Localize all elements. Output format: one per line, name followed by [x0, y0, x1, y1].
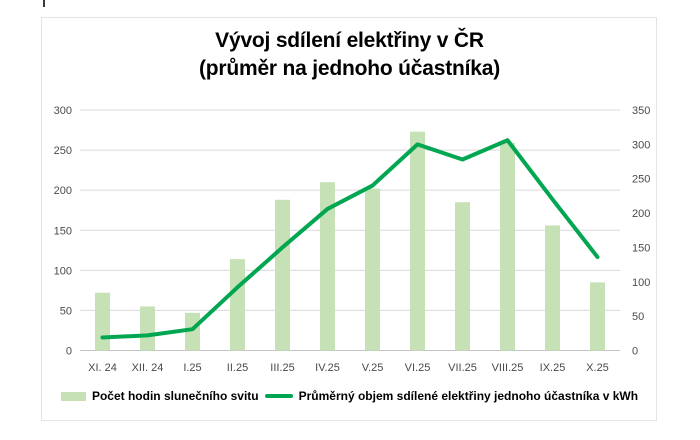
- left-axis-tick-label: 0: [66, 346, 72, 358]
- text-cursor-artifact: [43, 0, 45, 7]
- right-axis-tick-label: 300: [632, 139, 650, 151]
- x-axis-category-label: III.25: [270, 362, 294, 374]
- x-axis-category-label: II.25: [227, 362, 248, 374]
- left-axis-tick-label: 50: [60, 305, 72, 317]
- trend-line: [100, 138, 600, 340]
- left-axis-tick-label: 150: [54, 225, 72, 237]
- bar: [230, 259, 245, 351]
- bar: [320, 182, 335, 351]
- x-axis-category-label: VIII.25: [492, 362, 524, 374]
- bar: [185, 312, 200, 351]
- bar: [500, 142, 515, 351]
- right-axis-tick-label: 200: [632, 208, 650, 220]
- bar: [410, 131, 425, 351]
- legend-line-swatch-icon: [264, 394, 293, 398]
- legend-label-sunshine-hours: Počet hodin slunečního svitu: [91, 389, 259, 403]
- x-axis-category-label: VI.25: [405, 362, 431, 374]
- right-axis-tick-label: 0: [632, 346, 638, 358]
- x-axis-category-label: X.25: [586, 362, 609, 374]
- chart-title: Vývoj sdílení elektřiny v ČR (průměr na …: [41, 27, 658, 83]
- x-axis-category-label: XII. 24: [132, 362, 164, 374]
- x-axis-category-label: VII.25: [448, 362, 477, 374]
- legend-item-shared-energy: Průměrný objem sdílené elektřiny jednoho…: [264, 389, 639, 403]
- bar: [455, 202, 470, 351]
- bar: [140, 306, 155, 351]
- left-axis-tick-label: 200: [54, 185, 72, 197]
- chart-legend: Počet hodin slunečního svitu Průměrný ob…: [41, 387, 658, 405]
- chart-title-line1: Vývoj sdílení elektřiny v ČR: [215, 29, 484, 52]
- right-axis-tick-label: 50: [632, 311, 644, 323]
- x-axis-category-label: IX.25: [540, 362, 566, 374]
- legend-label-shared-energy: Průměrný objem sdílené elektřiny jednoho…: [298, 389, 639, 403]
- bar: [275, 199, 290, 351]
- left-axis-tick-label: 100: [54, 265, 72, 277]
- chart-frame: [41, 17, 657, 421]
- legend-item-sunshine-hours: Počet hodin slunečního svitu: [60, 389, 259, 403]
- bar: [95, 292, 110, 351]
- right-axis-tick-label: 350: [632, 105, 650, 117]
- bar: [365, 188, 380, 351]
- x-axis-category-label: XI. 24: [88, 362, 117, 374]
- bar: [545, 225, 560, 351]
- x-axis-category-label: IV.25: [315, 362, 340, 374]
- left-axis-tick-label: 250: [54, 145, 72, 157]
- left-axis-tick-label: 300: [54, 105, 72, 117]
- bar: [590, 282, 605, 351]
- right-axis-tick-label: 250: [632, 174, 650, 186]
- right-axis-tick-label: 100: [632, 277, 650, 289]
- right-axis-tick-label: 150: [632, 242, 650, 254]
- chart-title-line2: (průměr na jednoho účastníka): [198, 57, 501, 80]
- legend-bar-swatch-icon: [60, 391, 86, 401]
- x-axis-category-label: V.25: [362, 362, 384, 374]
- x-axis-category-label: I.25: [183, 362, 201, 374]
